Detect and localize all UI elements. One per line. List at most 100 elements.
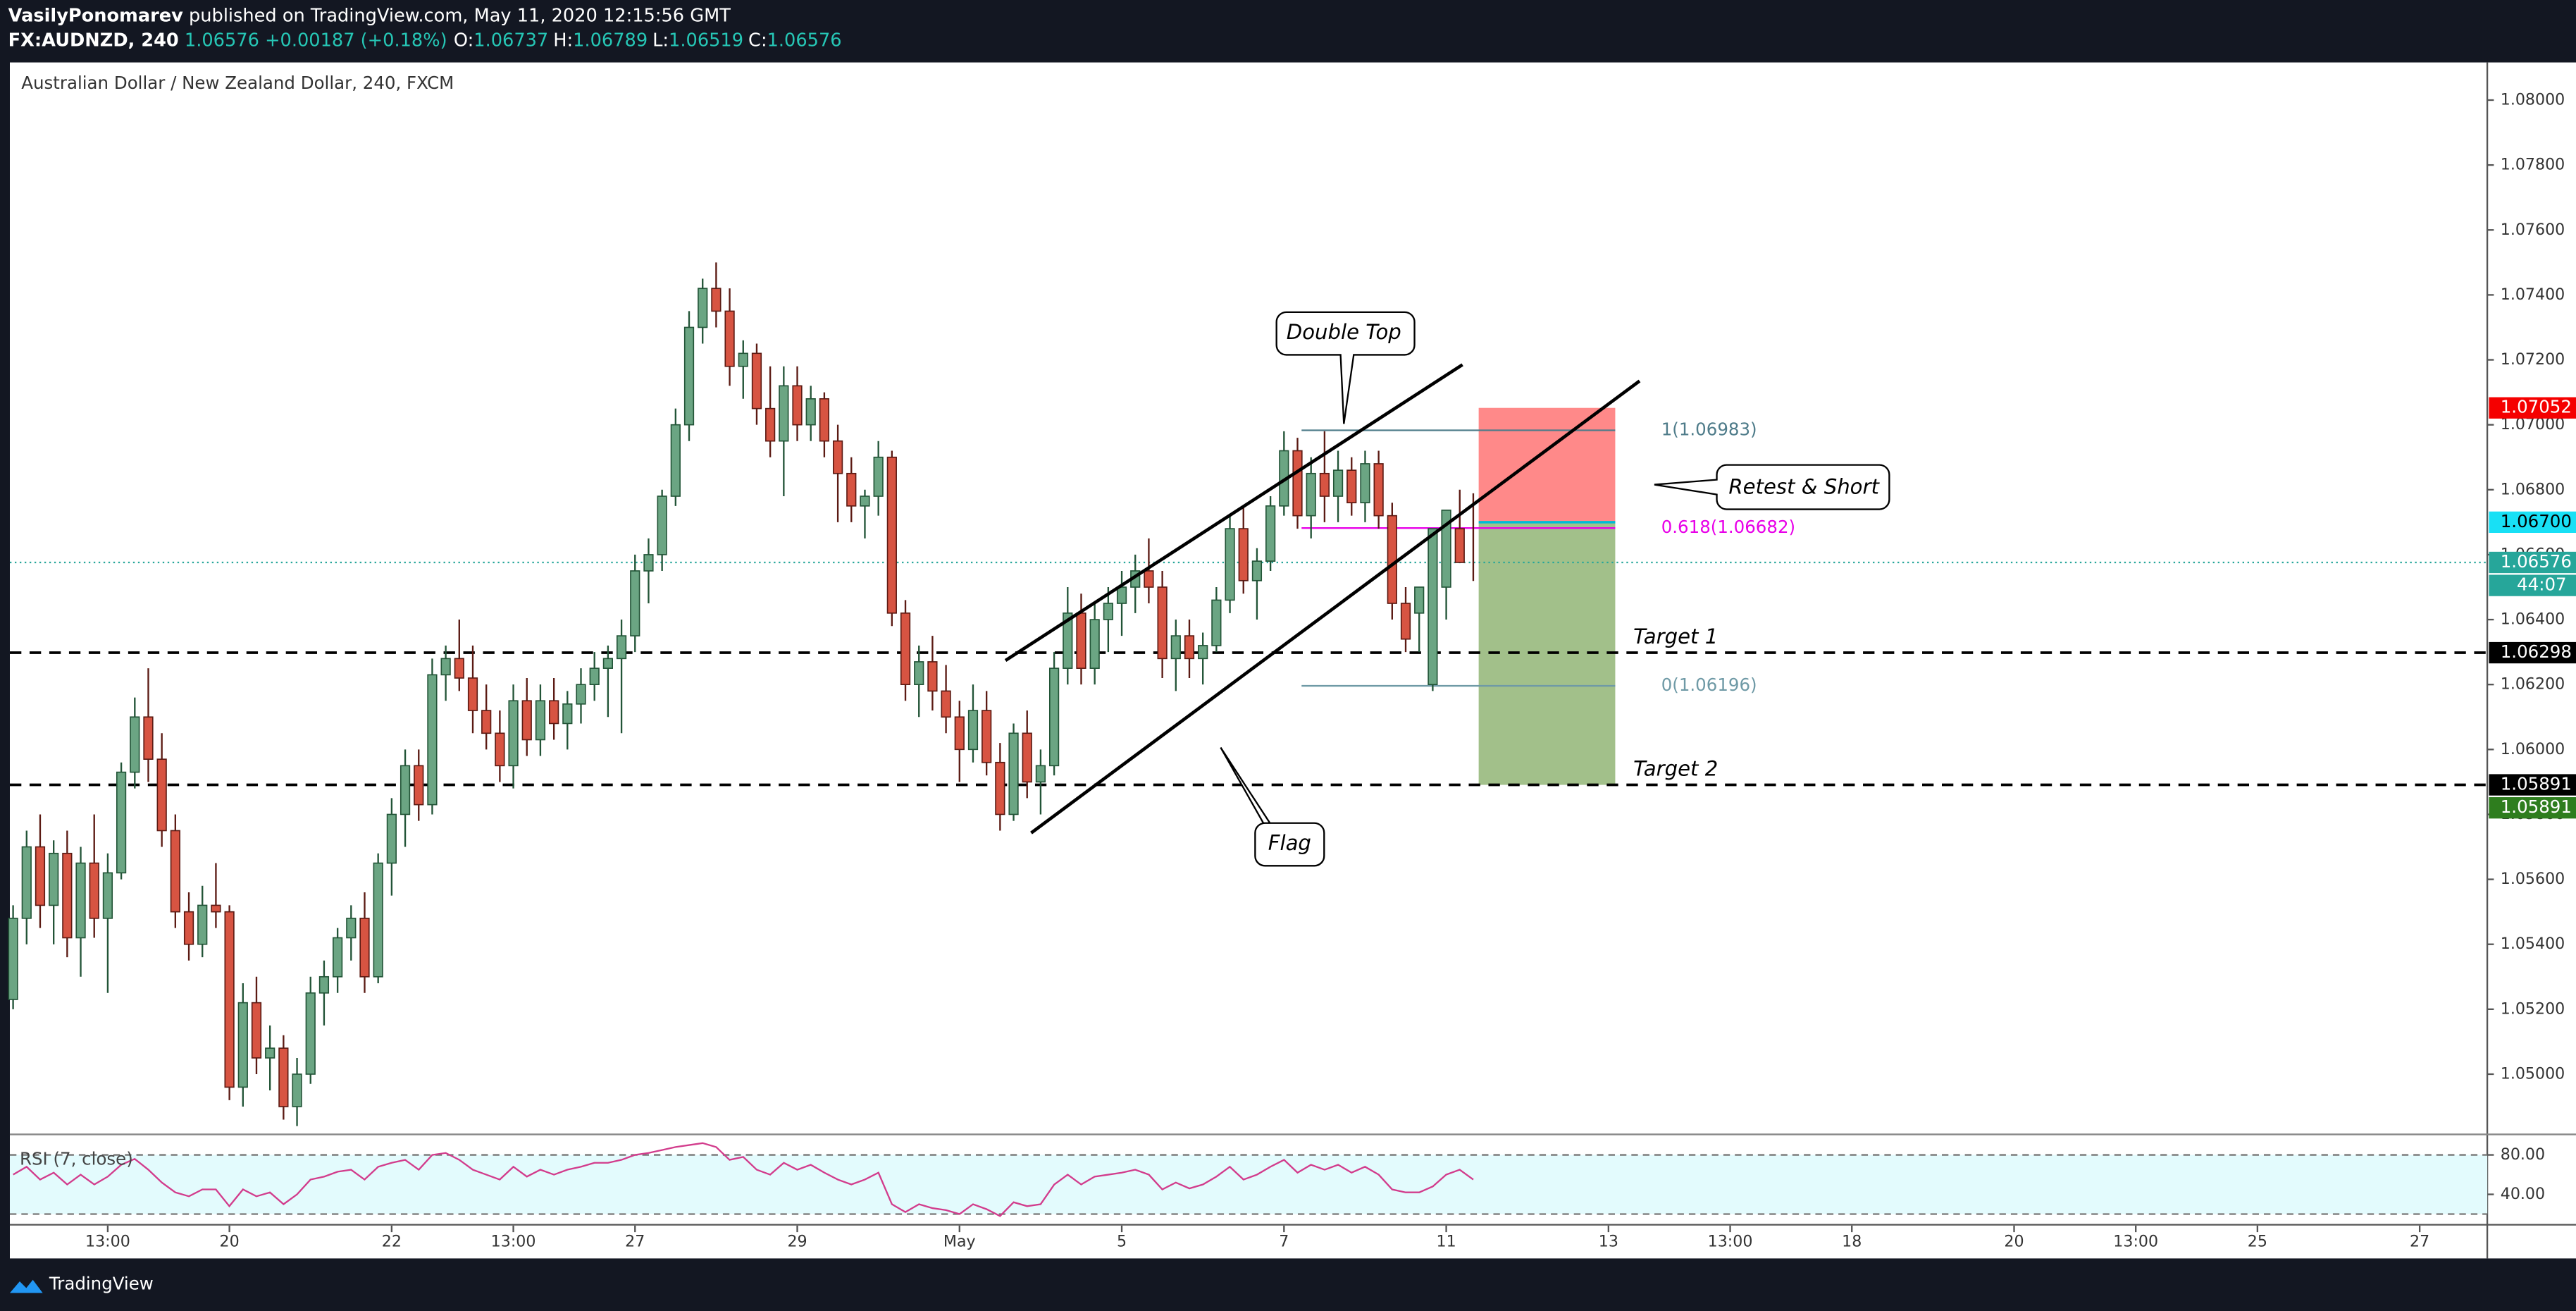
ohlc-key: O: (454, 30, 473, 51)
x-tick-label: 13 (1599, 1233, 1618, 1251)
rsi-band (9, 1155, 2488, 1214)
candle-body (819, 398, 830, 442)
callout-text: Double Top (1287, 320, 1401, 344)
y-tick-label: 1.07600 (2501, 221, 2565, 239)
candle-body (1035, 765, 1046, 783)
x-tick-label: 18 (1842, 1233, 1862, 1251)
candle-body (616, 635, 627, 660)
candle-body (251, 1002, 262, 1059)
x-tick-label: 20 (2004, 1233, 2024, 1251)
candle-body (508, 700, 519, 767)
candle-body (967, 710, 979, 751)
price-label-bg (2489, 397, 2576, 419)
candle-body (183, 911, 194, 945)
y-tick-label: 1.05400 (2501, 935, 2565, 953)
candle-body (467, 677, 478, 711)
candle-body (237, 1002, 248, 1088)
candle-body (779, 385, 789, 442)
chart-title: Australian Dollar / New Zealand Dollar, … (21, 73, 454, 93)
callout-box (1275, 311, 1416, 424)
x-tick-label: 27 (625, 1233, 645, 1251)
candle-body (1063, 613, 1073, 669)
candle-body (1076, 613, 1086, 669)
y-tick-label: 1.06200 (2501, 675, 2565, 694)
plot: 1.08000 1.07800 1.07600 1.07400 1.07200 1.070… (8, 91, 2576, 1251)
candle-body (995, 761, 1005, 815)
price-label: 1.05891 (2501, 774, 2572, 794)
byline-text: published on TradingView.com, May 11, 20… (183, 5, 731, 26)
candle-body (602, 658, 614, 669)
candle-body (698, 288, 708, 328)
symbol-line: FX:AUDNZD, 240 1.06576 +0.00187 (+0.18%)… (8, 30, 842, 51)
candle-body (846, 472, 857, 507)
candle-body (1089, 619, 1100, 669)
candle-body (1265, 505, 1276, 562)
price-label-bg (2489, 797, 2576, 819)
countdown-bg (2489, 574, 2576, 596)
candle-body (860, 496, 870, 507)
candle-body (1225, 528, 1235, 601)
countdown: 44:07 (2517, 574, 2567, 595)
price-label: 1.06298 (2501, 641, 2572, 662)
y-tick-label: 1.05200 (2501, 999, 2565, 1018)
candle-body (1116, 586, 1127, 604)
candle-body (1360, 463, 1370, 504)
candle-body (1346, 469, 1357, 504)
x-tick-label: 27 (2410, 1233, 2429, 1251)
candle-body (1454, 528, 1465, 563)
candle-body (333, 937, 343, 978)
candle-body (1144, 570, 1154, 588)
candle-body (414, 765, 424, 806)
fib-label: 1(1.06983) (1661, 419, 1757, 439)
candle-body (8, 918, 18, 1000)
last-price: 1.06576 (185, 30, 259, 51)
x-tick-label: 13:00 (85, 1233, 130, 1251)
candle-body (89, 862, 99, 919)
candle-body (49, 852, 59, 906)
price-label: 1.06700 (2501, 511, 2572, 531)
ohlc-value: 1.06576 (767, 30, 842, 51)
y-tick-label: 1.07400 (2501, 285, 2565, 304)
callouts: Double Top Retest & Short Flag (1220, 311, 1890, 867)
x-tick-label: 20 (220, 1233, 240, 1251)
footer: TradingView (9, 1274, 154, 1294)
candle-body (657, 496, 667, 555)
y-tick-label: 1.08000 (2501, 91, 2565, 109)
candle-body (1211, 599, 1222, 646)
candle-body (386, 813, 397, 864)
candle-body (1306, 472, 1316, 517)
ohlc-value: 1.06789 (573, 30, 648, 51)
candle-body (589, 667, 600, 686)
ohlc-key: H: (553, 30, 573, 51)
candle-body (1400, 603, 1411, 640)
candle-body (427, 674, 438, 806)
candle-body (62, 852, 73, 939)
candle-body (1170, 635, 1181, 660)
candle-body (630, 570, 640, 636)
symbol: FX:AUDNZD, 240 (8, 30, 179, 51)
y-tick-label: 1.07800 (2501, 156, 2565, 174)
candle-body (751, 352, 762, 410)
candle-body (1157, 586, 1168, 660)
fib-label: 0.618(1.06682) (1661, 517, 1795, 537)
y-tick-label: 1.06400 (2501, 610, 2565, 629)
candle-body (75, 862, 86, 939)
candle-body (1332, 469, 1344, 497)
candle-body (549, 700, 559, 725)
candle-body (224, 911, 235, 1088)
candle-body (346, 918, 357, 939)
candle-body (765, 407, 776, 442)
candle-body (562, 703, 573, 725)
candle-body (21, 846, 32, 919)
candle-body (792, 385, 803, 426)
candle-body (805, 398, 816, 426)
target-label: Target 2 (1633, 757, 1718, 781)
candle-body (495, 732, 505, 767)
rsi-title: RSI (7, close) (20, 1149, 133, 1169)
candle-body (643, 554, 654, 572)
candle-body (481, 710, 492, 734)
candle-body (1387, 515, 1397, 604)
candle-body (941, 690, 951, 718)
